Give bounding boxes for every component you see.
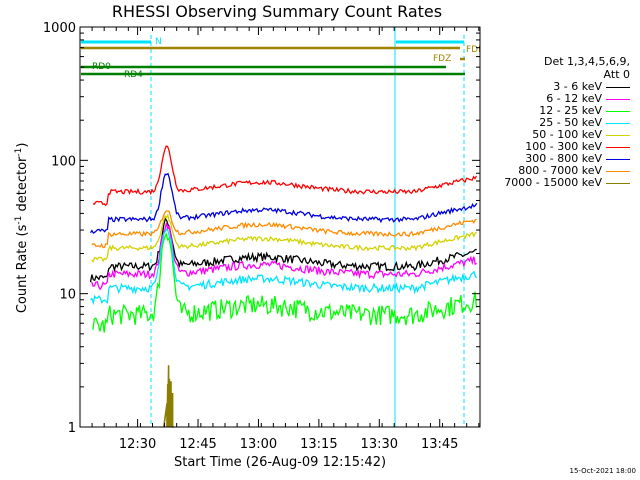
flag-label: RD4 (124, 70, 143, 80)
legend-entry: 25 - 50 keV (482, 117, 638, 129)
legend-swatch (606, 183, 630, 184)
legend-entry: 300 - 800 keV (482, 153, 638, 165)
series-line (92, 232, 478, 333)
y-axis-label-part: detector (15, 156, 31, 216)
legend-label: 3 - 6 keV (553, 80, 602, 93)
legend-swatch (606, 111, 630, 112)
night-intervals (150, 27, 465, 427)
flag-label: FDZ (433, 54, 451, 64)
legend-label: 6 - 12 keV (546, 92, 602, 105)
y-axis-label: Count Rate (s-1 detector-1) (13, 143, 31, 314)
x-tick-label: 13:00 (240, 437, 277, 452)
flag-label: FDI (466, 45, 481, 55)
y-axis-label-part: ) (15, 142, 31, 148)
legend-label: 50 - 100 keV (532, 128, 602, 141)
series-lines (89, 145, 478, 428)
chart-title: RHESSI Observing Summary Count Rates (111, 2, 443, 21)
legend-entry: 800 - 7000 keV (482, 165, 638, 177)
legend-swatch (606, 123, 630, 124)
legend-swatch (606, 159, 630, 160)
series-line (89, 172, 478, 234)
legend-header: Det 1,3,4,5,6,9, (543, 55, 630, 68)
plot-frame (79, 26, 481, 428)
y-tick-label: 10 (59, 288, 76, 303)
series-line (91, 222, 477, 291)
x-axis-label: Start Time (26-Aug-09 12:15:42) (173, 455, 387, 470)
legend-label: 12 - 25 keV (539, 104, 602, 117)
y-tick-label: 1 (68, 421, 76, 436)
legend-swatch (606, 99, 630, 100)
legend-swatch (606, 87, 630, 88)
series-line (163, 365, 175, 428)
legend-swatch (606, 147, 630, 148)
y-axis-label-sup: -1 (13, 147, 24, 157)
x-tick-label: 13:30 (361, 437, 398, 452)
legend-entry: 3 - 6 keV (482, 81, 638, 93)
legend-label: 300 - 800 keV (525, 152, 602, 165)
y-axis-label-sup: -1 (13, 215, 24, 225)
series-line (89, 217, 477, 283)
flag-bars: N FDI FDZ RD0 RD4 (81, 37, 481, 80)
y-tick-label: 1000 (43, 21, 76, 36)
y-tick-label: 100 (51, 154, 76, 169)
series-line (91, 210, 477, 249)
legend-attenuator: Att 0 (603, 68, 630, 81)
legend-swatch (606, 171, 630, 172)
flag-label: N (155, 37, 162, 47)
x-tick-label: 12:30 (119, 437, 156, 452)
y-axis-label-part: Count Rate (s (15, 224, 31, 314)
legend-swatch (606, 135, 630, 136)
legend-entry: 50 - 100 keV (482, 129, 638, 141)
x-tick-label: 12:45 (179, 437, 216, 452)
series-line (92, 145, 477, 207)
legend-label: 25 - 50 keV (539, 116, 602, 129)
legend-label: 100 - 300 keV (525, 140, 602, 153)
series-line (90, 228, 478, 306)
legend-entry: 100 - 300 keV (482, 141, 638, 153)
axes: 1 10 100 1000 12:30 12:45 13:00 13:15 13:30 13:45 (43, 21, 481, 452)
flag-label: RD0 (92, 62, 111, 72)
legend-label: 7000 - 15000 keV (504, 176, 602, 189)
series-line (91, 213, 477, 263)
x-tick-label: 13:15 (300, 437, 337, 452)
legend: Det 1,3,4,5,6,9, Att 0 3 - 6 keV 6 - 12 k… (482, 55, 638, 189)
legend-label: 800 - 7000 keV (518, 164, 602, 177)
legend-entry: 7000 - 15000 keV (482, 177, 638, 189)
timestamp: 15-Oct-2021 18:00 (569, 467, 636, 475)
x-tick-label: 13:45 (421, 437, 458, 452)
legend-entry: 6 - 12 keV (482, 93, 638, 105)
legend-entry: 12 - 25 keV (482, 105, 638, 117)
